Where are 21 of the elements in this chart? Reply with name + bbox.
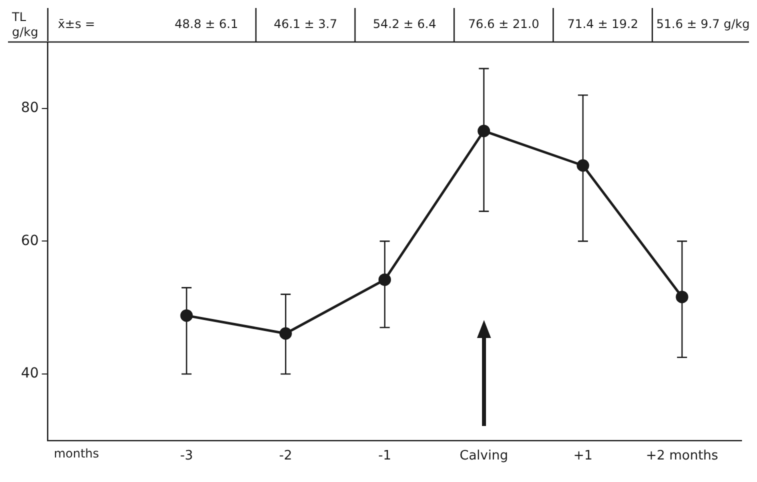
x-tick-label: Calving	[460, 448, 508, 464]
text: 48.8 ± 6.1	[174, 17, 238, 32]
y-axis-title: TL g/kg	[11, 10, 38, 40]
y-tick-label: 80	[20, 100, 39, 116]
x-tick-label: +1	[573, 448, 593, 464]
x-axis-title: months	[54, 446, 100, 461]
text: 51.6 ± 9.7 g/kg	[656, 17, 750, 32]
text: 76.6 ± 21.0	[468, 17, 540, 32]
text: x̄±s =	[58, 17, 96, 32]
y-tick-label: 60	[20, 232, 39, 249]
y-tick-label: 40	[20, 366, 39, 382]
x-tick-label: -3	[180, 448, 194, 464]
text: 54.2 ± 6.4	[372, 17, 436, 32]
point	[180, 309, 193, 322]
x-tick-label: -2	[279, 448, 292, 464]
point	[576, 159, 590, 172]
point	[676, 290, 688, 304]
x-tick-label: -1	[378, 448, 392, 464]
x-tick-label: +2 months	[646, 448, 718, 464]
text: 46.1 ± 3.7	[274, 17, 338, 32]
text: 71.4 ± 19.2	[567, 17, 638, 32]
